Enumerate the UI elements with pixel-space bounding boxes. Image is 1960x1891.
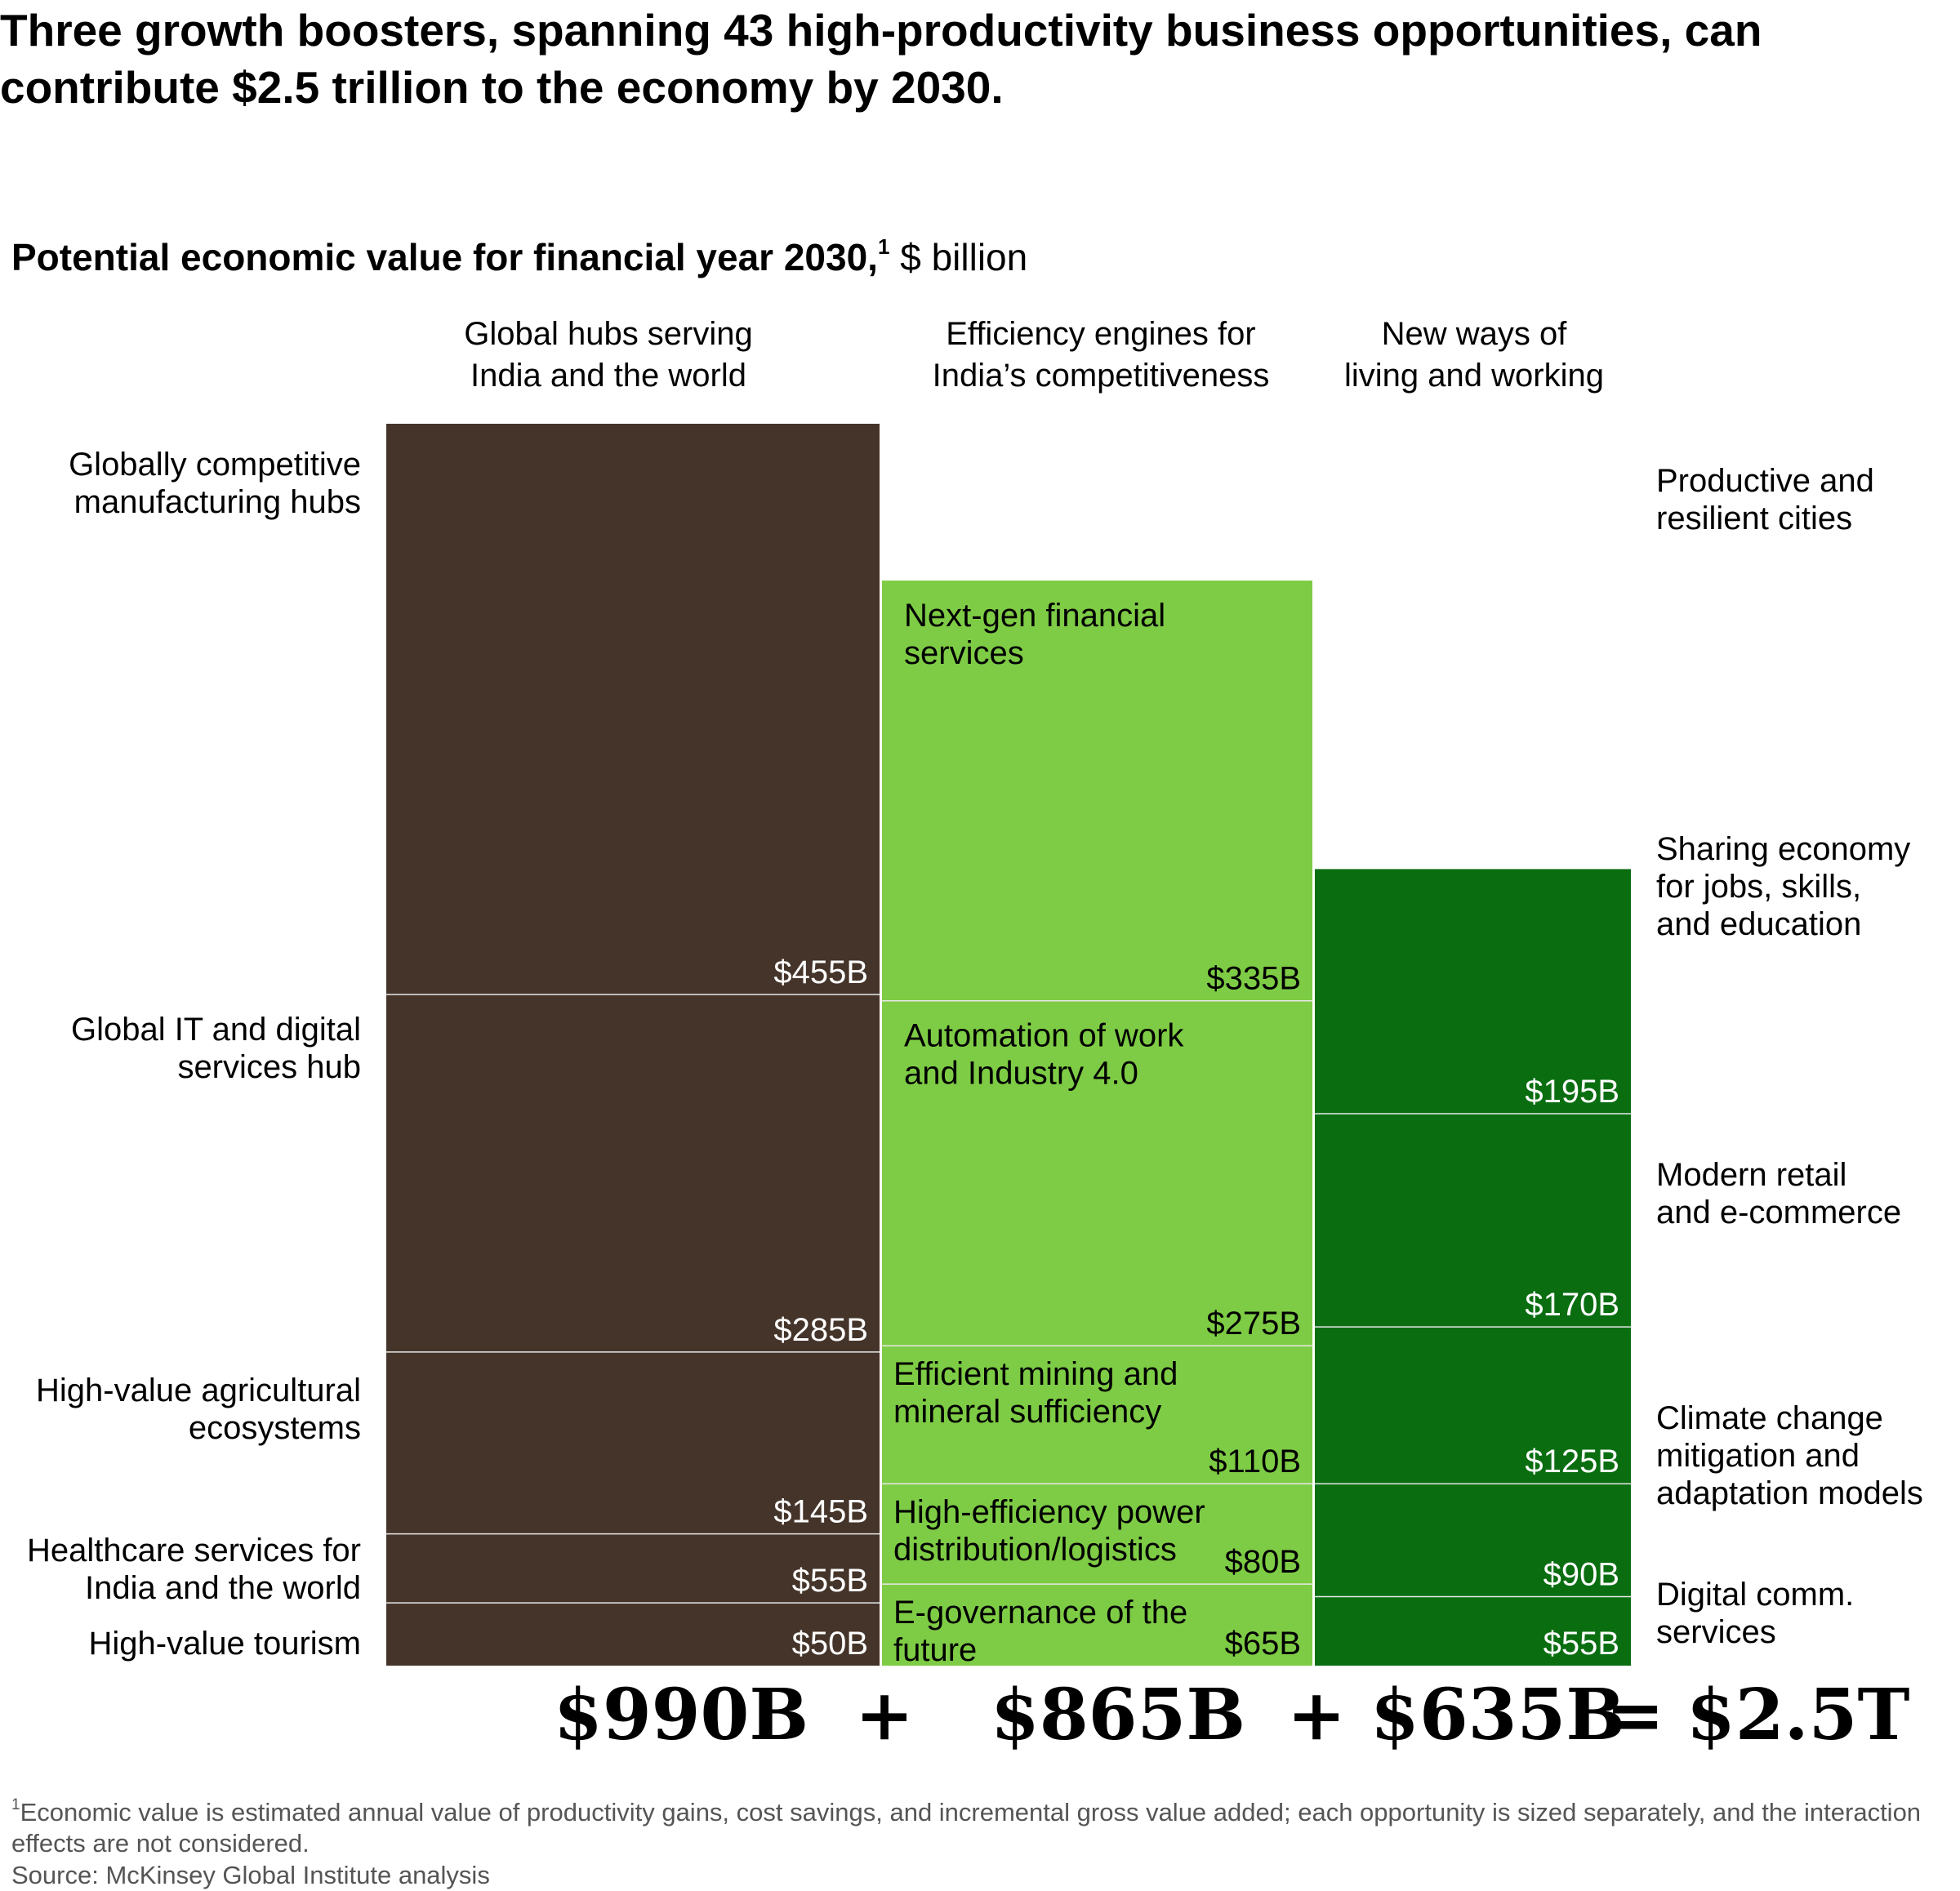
row-label-sharing-economy: Sharing economy for jobs, skills, and ed…	[1656, 831, 1911, 942]
value-label-0-2: $145B	[773, 1494, 868, 1530]
value-label-2-3: $90B	[1544, 1557, 1619, 1593]
row-label-digital-comm: Digital comm. services	[1656, 1577, 1855, 1650]
row-label-agriculture: High-value agricultural ecosystems	[36, 1373, 361, 1446]
value-label-1-3: $80B	[1225, 1544, 1301, 1580]
column-2: $195B $170B $125B $90B $55B	[1315, 869, 1631, 1666]
value-label-0-0: $455B	[773, 954, 868, 990]
bar-segment-2-0	[1315, 869, 1631, 1114]
total-efficiency-engines: $865B	[991, 1674, 1246, 1756]
subtitle-main: Potential economic value for financial y…	[11, 236, 878, 278]
value-label-2-4: $55B	[1544, 1626, 1619, 1662]
total-global-hubs: $990B	[554, 1674, 809, 1756]
bar-segment-1-1	[882, 1000, 1312, 1346]
bar-segment-1-0	[882, 581, 1312, 1001]
column-header-global-hubs: Global hubs serving India and the world	[464, 316, 753, 394]
value-label-1-4: $65B	[1225, 1626, 1301, 1662]
row-label-healthcare: Healthcare services for India and the wo…	[26, 1533, 361, 1606]
value-label-0-3: $55B	[792, 1563, 868, 1599]
value-label-1-1: $275B	[1206, 1306, 1301, 1341]
grand-total: $2.5T	[1686, 1674, 1910, 1756]
segment-name-1-4: E-governance of the future	[893, 1595, 1187, 1668]
value-label-0-4: $50B	[792, 1626, 868, 1662]
segment-name-1-2: Efficient mining and mineral sufficiency	[893, 1356, 1178, 1430]
total-new-ways: $635B	[1370, 1674, 1626, 1756]
bar-segment-0-1	[386, 994, 880, 1352]
row-label-it-services: Global IT and digital services hub	[70, 1012, 361, 1085]
chart-title: Three growth boosters, spanning 43 high-…	[0, 5, 1762, 113]
bar-segment-2-2	[1315, 1327, 1631, 1484]
bar-segment-1-4	[882, 1584, 1312, 1666]
plus-sign-2: +	[1287, 1674, 1347, 1756]
segment-name-1-0: Next-gen financial services	[904, 598, 1165, 671]
plus-sign-1: +	[855, 1674, 915, 1756]
bar-segment-0-2	[386, 1351, 880, 1534]
bar-segment-0-3	[386, 1533, 880, 1604]
segment-name-1-3: High-efficiency power distribution/logist…	[893, 1494, 1205, 1568]
row-label-retail: Modern retail and e-commerce	[1656, 1157, 1902, 1230]
value-label-1-0: $335B	[1206, 961, 1301, 997]
bar-segment-1-3	[882, 1484, 1312, 1585]
footnote: 1Economic value is estimated annual valu…	[11, 1790, 1960, 1859]
row-label-manufacturing: Globally competitive manufacturing hubs	[69, 447, 361, 520]
value-label-2-1: $170B	[1525, 1287, 1619, 1323]
bar-segment-0-4	[386, 1603, 880, 1666]
subtitle-unit: $ billion	[889, 236, 1028, 278]
equals-sign: =	[1606, 1674, 1665, 1756]
value-label-2-2: $125B	[1525, 1444, 1619, 1479]
column-header-efficiency-engines: Efficiency engines for India’s competiti…	[932, 316, 1270, 394]
footnote-marker: 1	[11, 1796, 20, 1813]
row-label-tourism: High-value tourism	[88, 1626, 361, 1662]
row-label-cities: Productive and resilient cities	[1656, 463, 1874, 536]
bar-segment-0-0	[386, 424, 880, 995]
bar-segment-2-4	[1315, 1596, 1631, 1666]
value-label-2-0: $195B	[1525, 1074, 1619, 1110]
segment-name-1-1: Automation of work and Industry 4.0	[904, 1018, 1184, 1092]
column-1: $335B Next-gen financial services $275B Auto…	[882, 581, 1312, 1668]
footnote-text: Economic value is estimated annual value…	[11, 1798, 1922, 1858]
chart-subtitle: Potential economic value for financial y…	[11, 222, 1027, 282]
bar-segment-2-3	[1315, 1484, 1631, 1597]
row-label-climate: Climate change mitigation and adaptation…	[1656, 1400, 1923, 1511]
column-0: $455B $285B $145B $55B $50B	[386, 424, 880, 1666]
bar-segment-2-1	[1315, 1114, 1631, 1328]
source-note: Source: McKinsey Global Institute analys…	[11, 1861, 490, 1889]
value-label-1-2: $110B	[1209, 1444, 1301, 1479]
totals-equation: $990B + $865B + $635B = $2.5T	[0, 1674, 1960, 1764]
bar-segment-1-2	[882, 1346, 1312, 1484]
value-label-0-1: $285B	[773, 1312, 868, 1348]
column-header-new-ways: New ways of living and working	[1344, 316, 1604, 394]
subtitle-footnote-marker: 1	[877, 234, 890, 259]
